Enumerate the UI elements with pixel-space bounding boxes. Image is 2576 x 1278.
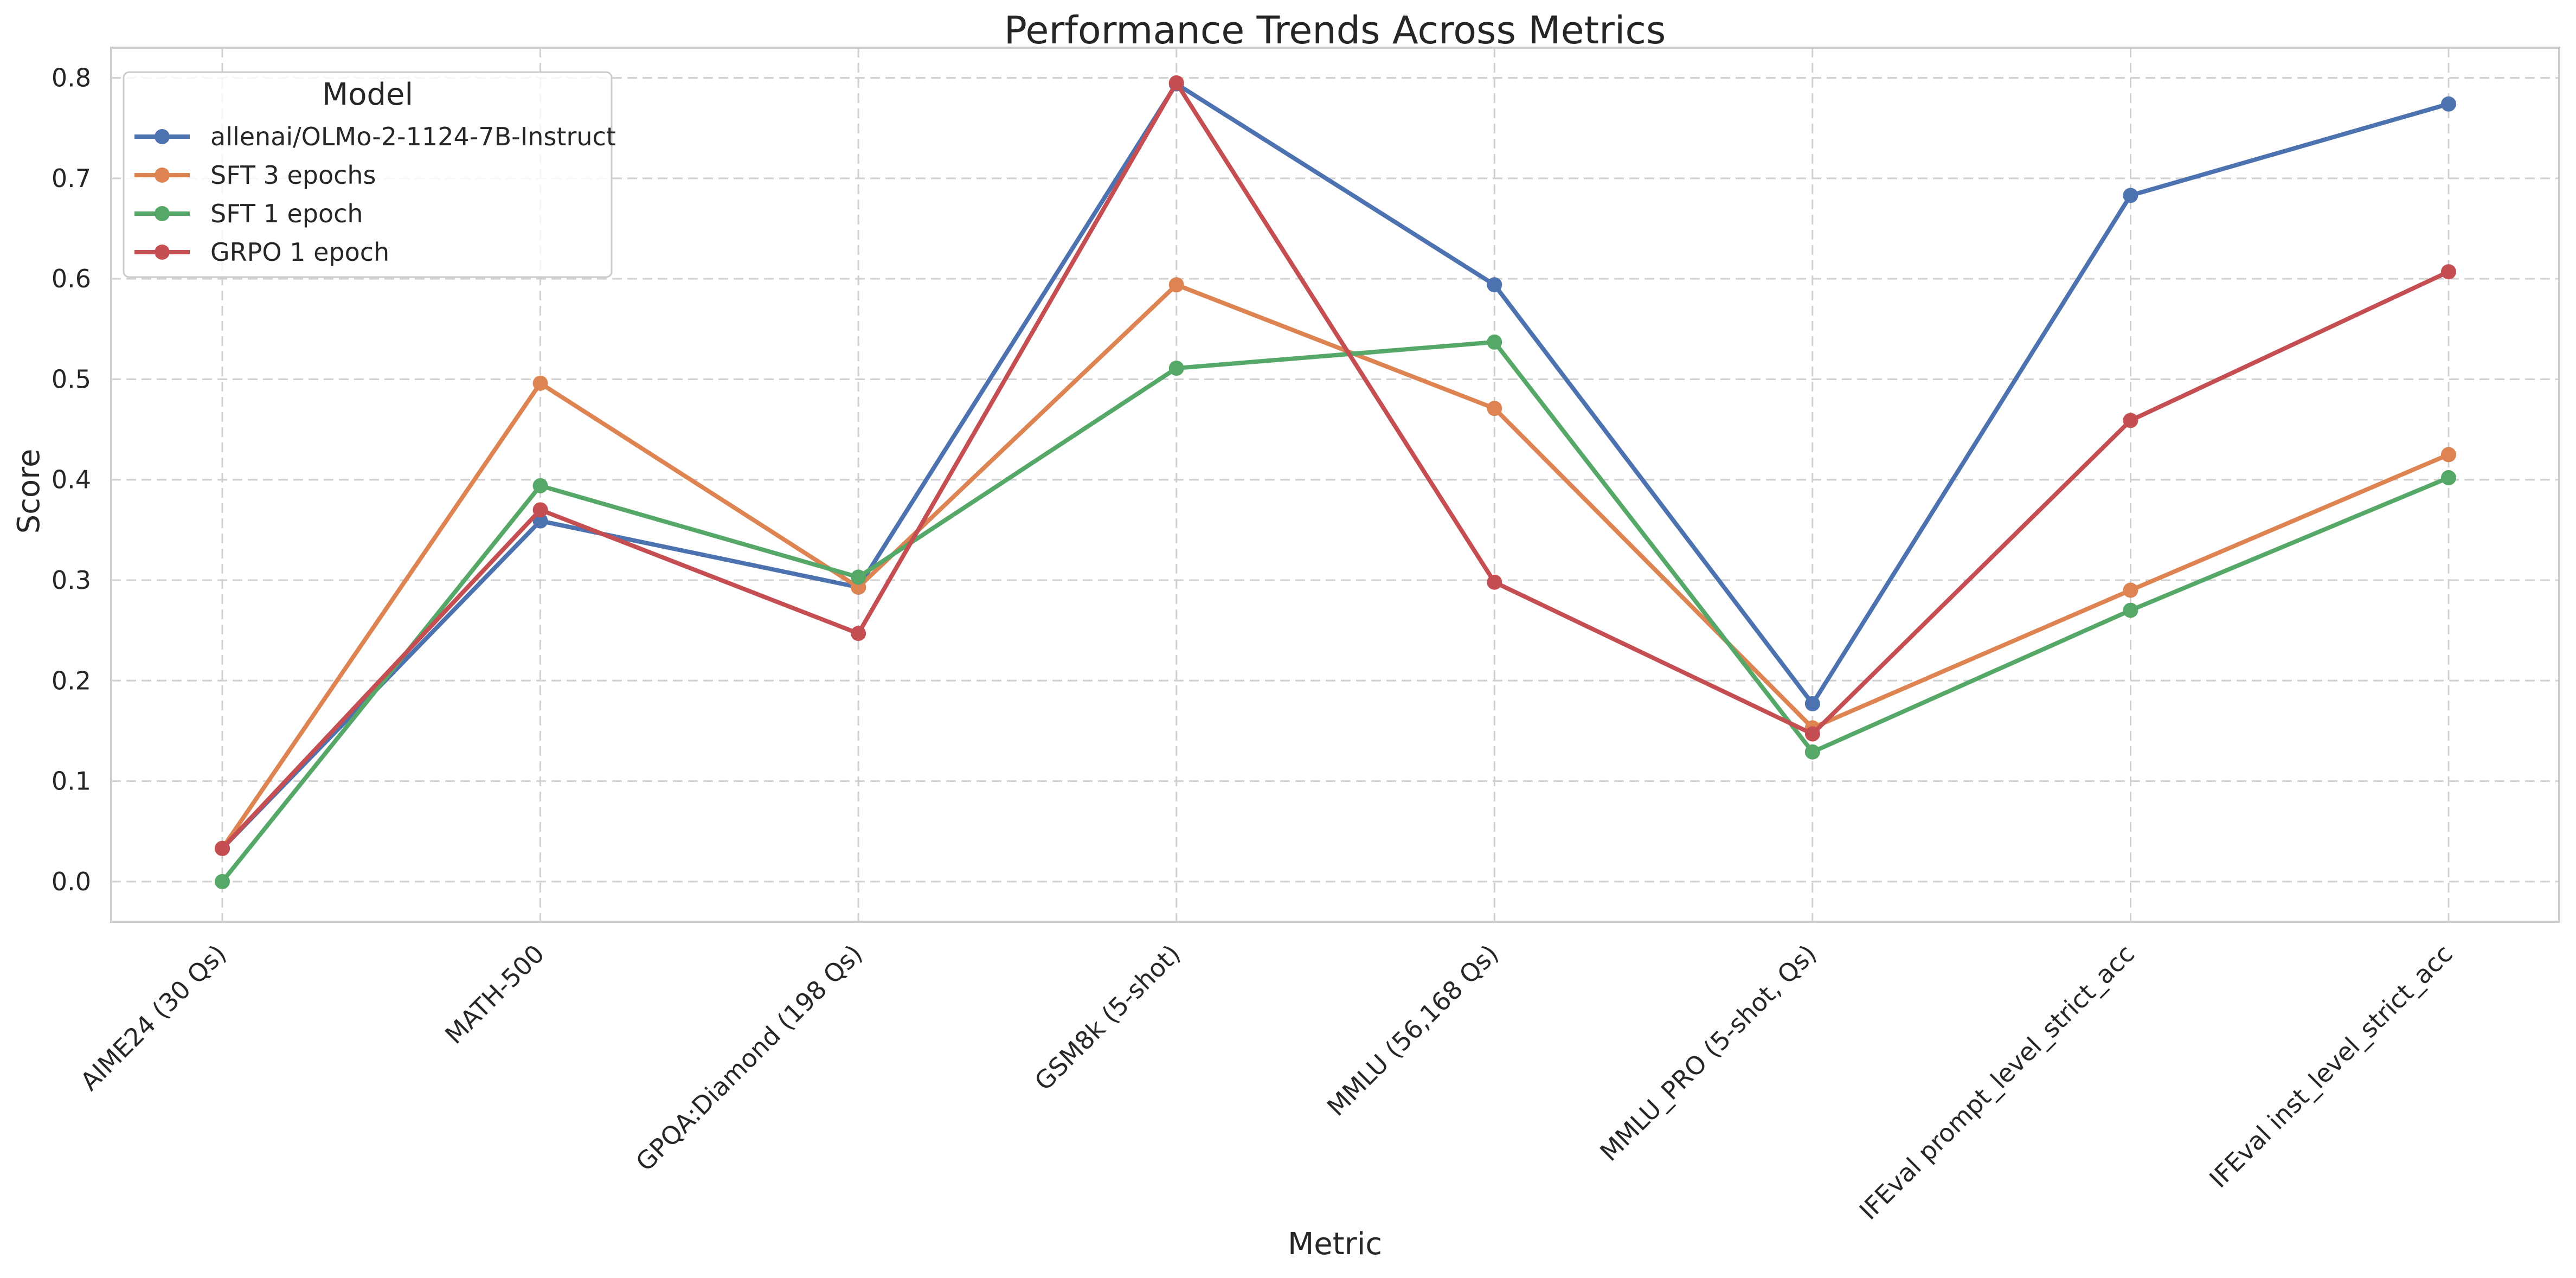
data-point	[532, 513, 548, 529]
y-tick-label: 0.4	[52, 465, 91, 494]
data-point	[215, 874, 230, 889]
y-axis-label: Score	[11, 449, 47, 534]
data-point	[1487, 401, 1502, 416]
data-point	[1487, 277, 1502, 293]
data-point	[851, 569, 866, 585]
series-line	[220, 282, 2451, 851]
y-tick-labels: 0.0 0.1 0.2 0.3 0.4 0.5 0.6 0.7 0.8	[52, 63, 91, 896]
legend-entry-label: SFT 1 epoch	[210, 199, 363, 228]
legend-swatch-marker	[155, 168, 170, 183]
series-line	[220, 80, 2451, 851]
data-point	[1487, 574, 1502, 590]
y-tick-label: 0.5	[52, 364, 91, 394]
data-point	[1804, 696, 1820, 711]
legend-swatch-marker	[155, 206, 170, 221]
data-point	[532, 502, 548, 518]
legend-swatch-marker	[155, 245, 170, 260]
data-point	[1804, 744, 1820, 760]
data-point	[1168, 75, 1184, 91]
data-point	[2441, 470, 2456, 486]
y-tick-label: 0.1	[52, 767, 91, 796]
y-tick-label: 0.3	[52, 566, 91, 595]
chart-title: Performance Trends Across Metrics	[1004, 8, 1666, 53]
y-tick-label: 0.0	[52, 867, 91, 896]
data-point	[1168, 361, 1184, 376]
legend-swatch-marker	[155, 129, 170, 144]
y-tick-label: 0.6	[52, 264, 91, 293]
data-point	[2123, 188, 2138, 203]
legend-title: Model	[322, 77, 413, 112]
data-point	[1168, 277, 1184, 293]
data-point	[1804, 726, 1820, 742]
data-point	[2123, 602, 2138, 618]
data-point	[2441, 447, 2456, 463]
legend-entry-label: SFT 3 epochs	[210, 160, 376, 190]
y-tick-label: 0.8	[52, 63, 91, 93]
series-line	[220, 339, 2451, 884]
data-point	[2441, 264, 2456, 280]
data-point	[851, 626, 866, 641]
x-axis-label: Metric	[1288, 1226, 1382, 1262]
series-group	[215, 334, 2456, 889]
series-layer	[215, 75, 2456, 889]
data-point	[2123, 413, 2138, 428]
series-group	[215, 75, 2456, 856]
legend-entry-label: GRPO 1 epoch	[210, 237, 389, 267]
data-point	[532, 478, 548, 493]
data-point	[2441, 96, 2456, 112]
data-point	[215, 840, 230, 856]
data-point	[1487, 334, 1502, 350]
y-tick-label: 0.7	[52, 164, 91, 193]
legend-entry-label: allenai/OLMo-2-1124-7B-Instruct	[210, 122, 616, 151]
data-point	[2123, 582, 2138, 598]
legend-items: allenai/OLMo-2-1124-7B-Instruct SFT 3 epo…	[134, 122, 616, 267]
legend: Model allenai/OLMo-2-1124-7B-Instruct SFT…	[123, 71, 616, 278]
plot-frame	[110, 47, 2560, 923]
y-tick-label: 0.2	[52, 666, 91, 695]
data-point	[532, 375, 548, 391]
legend-box	[123, 71, 613, 278]
